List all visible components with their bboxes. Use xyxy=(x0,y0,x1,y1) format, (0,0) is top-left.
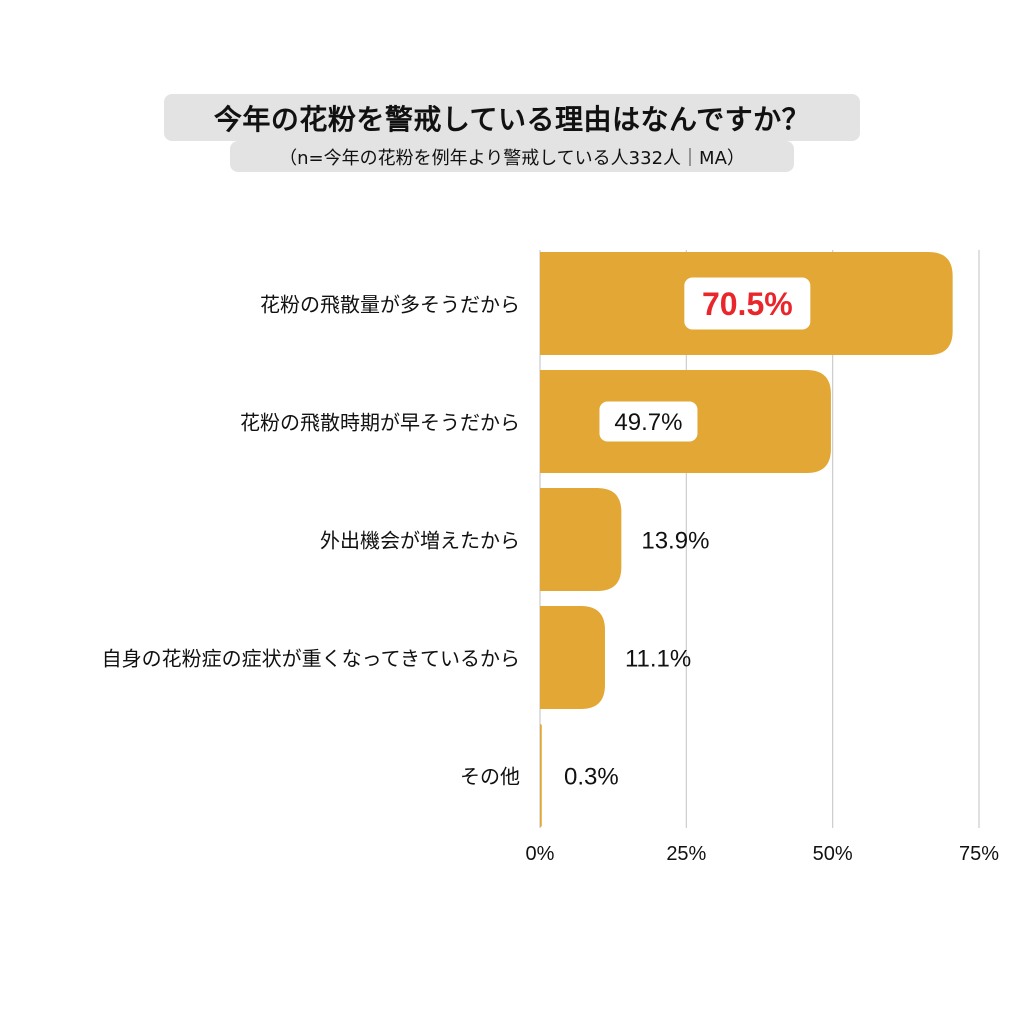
category-label: 花粉の飛散時期が早そうだから xyxy=(240,411,520,435)
x-tick-label: 25% xyxy=(666,843,706,865)
category-label: 外出機会が増えたから xyxy=(320,529,520,553)
value-label-box xyxy=(684,277,811,330)
bar xyxy=(540,606,605,709)
value-label: 13.9% xyxy=(641,528,709,555)
value-label: 49.7% xyxy=(614,409,682,436)
chart-title: 今年の花粉を警戒している理由はなんですか？ xyxy=(164,94,860,141)
value-label: 0.3% xyxy=(564,764,619,791)
value-label: 70.5% xyxy=(702,286,793,322)
value-label-box xyxy=(599,401,698,442)
x-tick-label: 0% xyxy=(526,843,555,865)
category-label: 花粉の飛散量が多そうだから xyxy=(260,293,520,317)
x-tick-label: 75% xyxy=(959,843,999,865)
value-label: 11.1% xyxy=(625,646,691,673)
category-label: 自身の花粉症の症状が重くなってきているから xyxy=(102,647,520,671)
bar xyxy=(540,488,622,591)
bar xyxy=(540,724,542,827)
category-label: その他 xyxy=(460,765,520,789)
x-tick-label: 50% xyxy=(813,843,853,865)
chart-subtitle: （n=今年の花粉を例年より警戒している人332人｜MA） xyxy=(230,141,794,172)
